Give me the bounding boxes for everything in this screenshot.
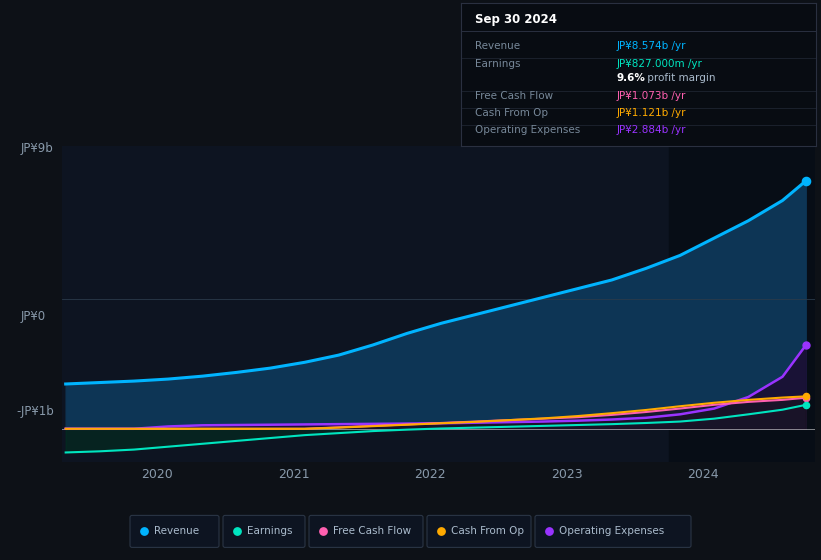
Text: JP¥9b: JP¥9b [21,142,53,155]
Text: -JP¥1b: -JP¥1b [16,405,54,418]
Text: Cash From Op: Cash From Op [475,108,548,118]
Text: JP¥8.574b /yr: JP¥8.574b /yr [617,41,686,50]
FancyBboxPatch shape [427,515,531,548]
FancyBboxPatch shape [130,515,219,548]
Text: Operating Expenses: Operating Expenses [559,526,664,536]
Point [799,400,812,409]
Point [137,527,150,536]
Text: JP¥1.073b /yr: JP¥1.073b /yr [617,91,686,101]
Text: JP¥827.000m /yr: JP¥827.000m /yr [617,59,703,69]
Text: Revenue: Revenue [154,526,200,536]
Text: Operating Expenses: Operating Expenses [475,125,580,135]
FancyBboxPatch shape [309,515,423,548]
Text: Earnings: Earnings [475,59,521,69]
Text: 9.6%: 9.6% [617,73,646,83]
Text: JP¥2.884b /yr: JP¥2.884b /yr [617,125,686,135]
Text: JP¥0: JP¥0 [21,310,46,323]
Text: Free Cash Flow: Free Cash Flow [475,91,553,101]
Text: profit margin: profit margin [644,73,715,83]
Point [799,176,812,185]
Point [434,527,447,536]
Point [316,527,329,536]
Bar [669,146,815,462]
Point [799,392,812,401]
Text: Revenue: Revenue [475,41,520,50]
Text: Cash From Op: Cash From Op [451,526,524,536]
FancyBboxPatch shape [223,515,305,548]
Text: Free Cash Flow: Free Cash Flow [333,526,411,536]
Point [543,527,556,536]
Point [799,341,812,350]
Point [231,527,244,536]
FancyBboxPatch shape [535,515,691,548]
Text: Earnings: Earnings [247,526,292,536]
Text: Sep 30 2024: Sep 30 2024 [475,13,557,26]
Text: JP¥1.121b /yr: JP¥1.121b /yr [617,108,686,118]
Point [799,393,812,402]
